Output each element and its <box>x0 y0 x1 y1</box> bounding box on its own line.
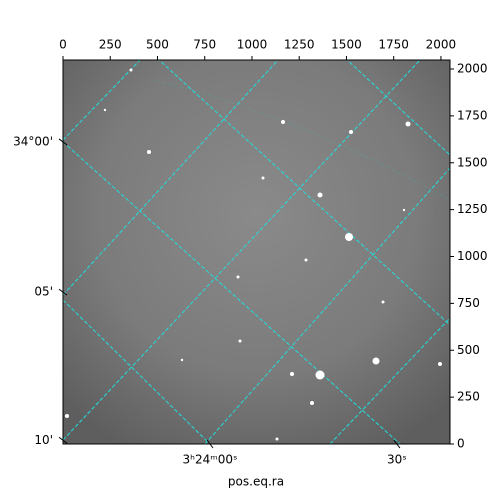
ra-tick <box>393 439 401 449</box>
x-tick-label: 0 <box>59 38 67 52</box>
y-tick-label: 0 <box>457 437 465 451</box>
sky-image <box>63 60 450 444</box>
x-tick-label: 1750 <box>378 38 409 52</box>
x-tick-label: 1000 <box>237 38 268 52</box>
y-tick-label: 2000 <box>457 62 488 76</box>
dec-tick <box>58 288 68 296</box>
x-tick-label: 500 <box>146 38 169 52</box>
x-tick-label: 1250 <box>284 38 315 52</box>
dec-tick <box>58 138 68 146</box>
y-tick-label: 250 <box>457 390 480 404</box>
wcs-grid <box>63 60 450 444</box>
x-axis-label: pos.eq.ra <box>228 475 284 489</box>
ra-tick-label: 3ʰ24ᵐ00ˢ <box>183 453 238 467</box>
ra-tick <box>206 439 214 449</box>
y-tick-label: 1000 <box>457 249 488 263</box>
ra-tick-label: 30ˢ <box>387 453 407 467</box>
dec-tick-label: 10' <box>34 433 53 447</box>
stars <box>65 68 442 441</box>
y-tick-label: 1750 <box>457 108 488 122</box>
y-tick-label: 1250 <box>457 202 488 216</box>
y-tick-label: 1500 <box>457 155 488 169</box>
x-tick-label: 750 <box>193 38 216 52</box>
dec-tick-label: 34°00' <box>13 134 53 148</box>
x-tick-label: 250 <box>99 38 122 52</box>
y-tick-label: 750 <box>457 296 480 310</box>
x-tick-label: 2000 <box>426 38 457 52</box>
x-tick-label: 1500 <box>331 38 362 52</box>
y-tick-label: 500 <box>457 343 480 357</box>
dec-tick <box>58 436 68 444</box>
axes-frame <box>62 59 451 445</box>
dec-tick-label: 05' <box>34 285 53 299</box>
